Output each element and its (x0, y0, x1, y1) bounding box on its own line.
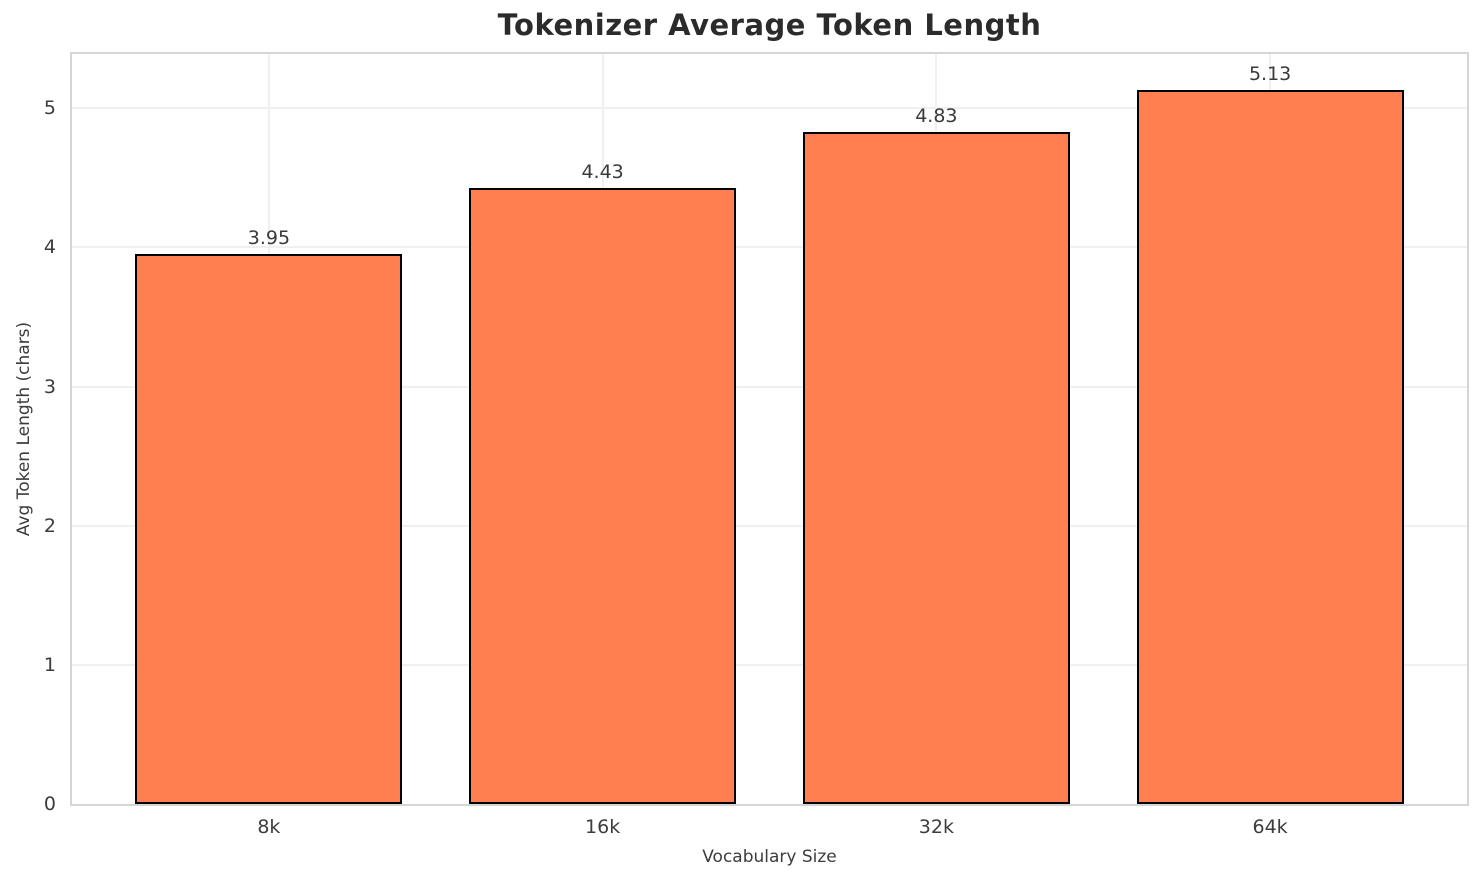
x-tick-label: 16k (585, 816, 621, 838)
y-tick-label: 5 (43, 97, 56, 120)
bar (469, 187, 737, 804)
y-tick-label: 2 (43, 514, 56, 537)
horizontal-gridline (72, 107, 1467, 110)
bar (135, 254, 403, 804)
bar (802, 131, 1070, 804)
bar-value-label: 4.83 (915, 104, 958, 127)
bar (1136, 90, 1404, 804)
y-tick-label: 0 (43, 793, 56, 815)
x-axis-label: Vocabulary Size (702, 847, 837, 867)
bar-value-label: 3.95 (247, 227, 291, 250)
bar-value-label: 4.43 (581, 160, 624, 183)
x-tick-label: 32k (918, 816, 954, 838)
y-tick-label: 4 (43, 236, 56, 259)
chart-title: Tokenizer Average Token Length (497, 8, 1042, 42)
horizontal-gridline (72, 663, 1467, 666)
x-tick-label: 64k (1252, 816, 1288, 838)
y-axis-label: Avg Token Length (chars) (14, 321, 34, 537)
x-tick-label: 8k (257, 816, 281, 838)
bar-value-label: 5.13 (1248, 63, 1292, 86)
plot-area: 0 1 2 3 4 5 3.95 8k 4.43 16k 4.83 32k 5.13 64k (44, 52, 1469, 838)
y-tick-label: 1 (43, 653, 56, 676)
y-tick-label: 3 (43, 375, 56, 398)
horizontal-gridline (72, 246, 1467, 249)
horizontal-gridline (72, 385, 1467, 388)
horizontal-gridline (72, 524, 1467, 527)
